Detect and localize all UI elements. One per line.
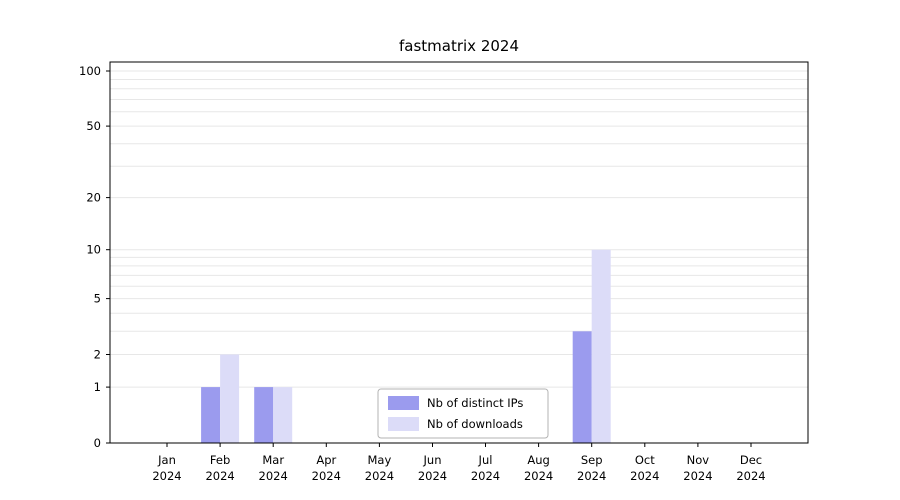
x-tick-year: 2024 xyxy=(524,469,553,483)
y-tick-label: 2 xyxy=(94,348,101,362)
x-tick-month: May xyxy=(368,453,392,467)
x-tick-year: 2024 xyxy=(312,469,341,483)
x-axis: Jan 2024 Feb 2024 Mar 2024 Apr 2024 May 2024 Jun 20… xyxy=(152,443,766,483)
x-tick-year: 2024 xyxy=(152,469,181,483)
y-tick-label: 50 xyxy=(86,119,101,133)
chart-title: fastmatrix 2024 xyxy=(399,37,519,55)
x-tick-month: Sep xyxy=(581,453,603,467)
bar-sep-downloads xyxy=(591,249,611,443)
x-tick-year: 2024 xyxy=(259,469,288,483)
legend-swatch-distinct-ips xyxy=(388,396,419,410)
bars-group xyxy=(201,249,611,443)
x-tick-month: Oct xyxy=(635,453,655,467)
x-tick-year: 2024 xyxy=(471,469,500,483)
bar-feb-downloads xyxy=(220,354,240,443)
bar-sep-distinct-ips xyxy=(572,331,592,443)
x-tick-year: 2024 xyxy=(630,469,659,483)
bar-mar-downloads xyxy=(273,387,293,443)
x-tick-year: 2024 xyxy=(418,469,447,483)
x-tick-month: Apr xyxy=(316,453,336,467)
x-tick-year: 2024 xyxy=(577,469,606,483)
x-tick-month: Nov xyxy=(687,453,710,467)
x-tick-month: Jun xyxy=(423,453,442,467)
x-tick-month: Feb xyxy=(210,453,230,467)
y-tick-label: 100 xyxy=(79,64,101,78)
x-tick-year: 2024 xyxy=(736,469,765,483)
x-tick-month: Jan xyxy=(157,453,176,467)
legend-box xyxy=(377,388,549,439)
y-axis: 0 1 2 5 10 20 50 100 xyxy=(79,64,110,450)
y-tick-label: 20 xyxy=(86,191,101,205)
y-tick-label: 1 xyxy=(94,380,101,394)
legend: Nb of distinct IPs Nb of downloads xyxy=(377,388,549,439)
plot-border xyxy=(109,61,809,444)
bar-mar-distinct-ips xyxy=(254,387,274,443)
x-tick-month: Mar xyxy=(262,453,284,467)
legend-swatch-downloads xyxy=(388,417,419,431)
y-tick-label: 0 xyxy=(94,436,101,450)
x-tick-month: Aug xyxy=(527,453,549,467)
legend-label-downloads: Nb of downloads xyxy=(427,417,523,431)
x-tick-year: 2024 xyxy=(365,469,394,483)
x-tick-month: Dec xyxy=(740,453,762,467)
x-tick-year: 2024 xyxy=(683,469,712,483)
y-tick-label: 10 xyxy=(86,243,101,257)
bar-feb-distinct-ips xyxy=(201,387,221,443)
y-tick-label: 5 xyxy=(94,292,101,306)
legend-label-distinct-ips: Nb of distinct IPs xyxy=(427,396,523,410)
x-tick-year: 2024 xyxy=(205,469,234,483)
x-tick-month: Jul xyxy=(478,453,493,467)
y-gridlines xyxy=(110,70,808,388)
